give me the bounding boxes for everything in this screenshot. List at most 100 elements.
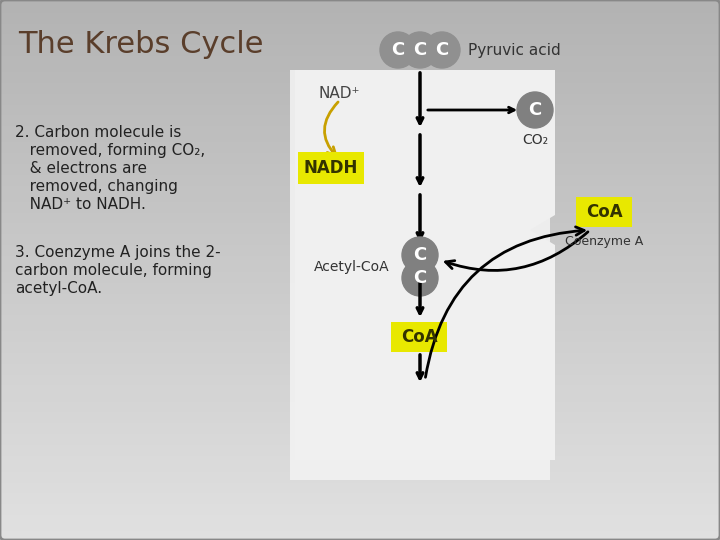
Text: C: C (413, 269, 427, 287)
Bar (0, 281, 720, 286)
Bar (0, 81, 720, 86)
Bar (0, 259, 720, 265)
Bar (0, 22, 720, 27)
Polygon shape (295, 70, 555, 460)
Bar (0, 497, 720, 502)
Bar (0, 162, 720, 167)
Bar (0, 535, 720, 540)
Bar (0, 140, 720, 146)
Bar (0, 448, 720, 454)
Bar (0, 49, 720, 54)
Bar (0, 119, 720, 124)
Bar (0, 59, 720, 65)
Bar (0, 221, 720, 227)
Bar (0, 464, 720, 470)
Bar (0, 254, 720, 259)
FancyArrowPatch shape (325, 102, 338, 156)
Bar (0, 173, 720, 178)
Bar (0, 243, 720, 248)
Bar (0, 437, 720, 443)
Text: The Krebs Cycle: The Krebs Cycle (18, 30, 264, 59)
Text: CoA: CoA (401, 328, 437, 346)
Bar (0, 65, 720, 70)
Circle shape (402, 32, 438, 68)
Bar (0, 157, 720, 162)
Bar (0, 486, 720, 491)
Bar (0, 265, 720, 270)
Bar (0, 286, 720, 292)
FancyBboxPatch shape (298, 152, 364, 184)
Bar (0, 130, 720, 135)
Text: NAD⁺: NAD⁺ (318, 85, 359, 100)
Bar (0, 302, 720, 308)
Bar (0, 227, 720, 232)
FancyBboxPatch shape (576, 197, 632, 227)
Text: C: C (436, 41, 449, 59)
Text: C: C (528, 101, 541, 119)
Bar (0, 108, 720, 113)
Text: carbon molecule, forming: carbon molecule, forming (15, 263, 212, 278)
Bar (0, 151, 720, 157)
Bar (0, 70, 720, 76)
Bar (0, 378, 720, 383)
Bar (0, 470, 720, 475)
Bar (0, 518, 720, 524)
Bar (0, 124, 720, 130)
Circle shape (402, 260, 438, 296)
Bar (0, 400, 720, 405)
Bar (0, 146, 720, 151)
FancyBboxPatch shape (391, 322, 447, 352)
Bar (0, 410, 720, 416)
Text: removed, changing: removed, changing (15, 179, 178, 194)
Bar (0, 394, 720, 400)
Text: C: C (392, 41, 405, 59)
Bar (0, 346, 720, 351)
Bar (0, 329, 720, 335)
Text: Acetyl-CoA: Acetyl-CoA (315, 260, 390, 274)
Bar (0, 502, 720, 508)
Bar (0, 103, 720, 108)
Bar (0, 405, 720, 410)
Bar (0, 11, 720, 16)
Bar (0, 189, 720, 194)
Bar (0, 513, 720, 518)
Text: Pyruvic acid: Pyruvic acid (468, 43, 561, 57)
Bar (0, 389, 720, 394)
Bar (0, 27, 720, 32)
Bar (0, 54, 720, 59)
Bar (0, 508, 720, 513)
Text: NAD⁺ to NADH.: NAD⁺ to NADH. (15, 197, 146, 212)
Text: 3. Coenzyme A joins the 2-: 3. Coenzyme A joins the 2- (15, 245, 220, 260)
Bar (0, 292, 720, 297)
Bar (0, 432, 720, 437)
Bar (0, 356, 720, 362)
Bar (0, 238, 720, 243)
Bar (0, 443, 720, 448)
Bar (0, 340, 720, 346)
Bar (0, 76, 720, 81)
Text: C: C (413, 246, 427, 264)
FancyArrowPatch shape (446, 232, 588, 271)
Bar (0, 529, 720, 535)
Bar (0, 275, 720, 281)
Bar (0, 0, 720, 5)
Bar (0, 38, 720, 43)
Text: acetyl-CoA.: acetyl-CoA. (15, 281, 102, 296)
Text: NADH: NADH (304, 159, 358, 177)
Bar (0, 475, 720, 481)
Bar (0, 524, 720, 529)
Bar (0, 270, 720, 275)
FancyBboxPatch shape (290, 70, 550, 480)
Bar (0, 421, 720, 427)
Bar (0, 32, 720, 38)
Bar (0, 416, 720, 421)
Bar (0, 232, 720, 238)
Bar (0, 308, 720, 313)
Bar (0, 16, 720, 22)
Bar (0, 427, 720, 432)
Text: CoA: CoA (585, 203, 622, 221)
Bar (0, 313, 720, 319)
Circle shape (517, 92, 553, 128)
Circle shape (402, 237, 438, 273)
Circle shape (380, 32, 416, 68)
